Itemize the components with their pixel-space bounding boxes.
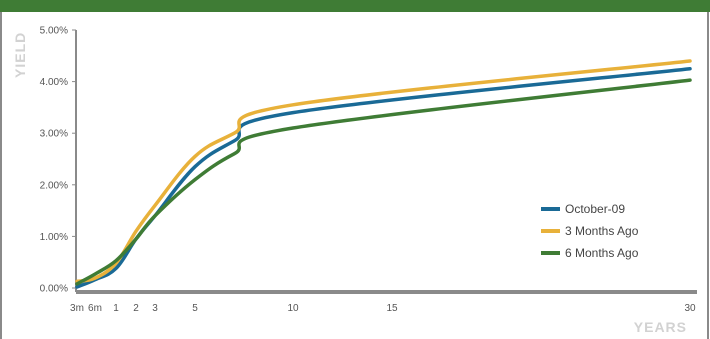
x-tick-label: 3m — [70, 303, 84, 314]
x-tick-label: 15 — [386, 303, 398, 314]
series-line — [75, 78, 692, 286]
x-tick-label: 6m — [88, 303, 102, 314]
x-tick-label: 2 — [133, 303, 139, 314]
left-border — [0, 12, 2, 339]
header-bar — [0, 0, 710, 12]
legend-label: October-09 — [565, 202, 625, 216]
y-tick-label: 5.00% — [40, 26, 68, 37]
legend-label: 3 Months Ago — [565, 224, 639, 238]
series-line — [75, 59, 692, 284]
x-axis-ticks: 3m 6m 1 2 3 5 10 15 30 — [70, 303, 696, 314]
x-tick-label: 10 — [287, 303, 299, 314]
y-axis-title: YIELD — [12, 32, 28, 78]
legend-label: 6 Months Ago — [565, 246, 639, 260]
y-tick-label: 4.00% — [40, 77, 68, 88]
x-axis-title: YEARS — [634, 319, 687, 335]
y-tick-label: 1.00% — [40, 232, 68, 243]
legend: October-09 3 Months Ago 6 Months Ago — [541, 202, 639, 260]
y-axis-ticks: 0.00% 1.00% 2.00% 3.00% 4.00% 5.00% — [40, 26, 76, 295]
x-tick-label: 5 — [192, 303, 198, 314]
right-border — [707, 12, 709, 339]
y-tick-label: 3.00% — [40, 129, 68, 140]
y-tick-label: 0.00% — [40, 284, 68, 295]
series-line — [75, 66, 692, 289]
x-tick-label: 1 — [113, 303, 119, 314]
x-tick-label: 30 — [684, 303, 696, 314]
x-tick-label: 3 — [152, 303, 158, 314]
y-tick-label: 2.00% — [40, 180, 68, 191]
series-lines — [75, 59, 692, 289]
